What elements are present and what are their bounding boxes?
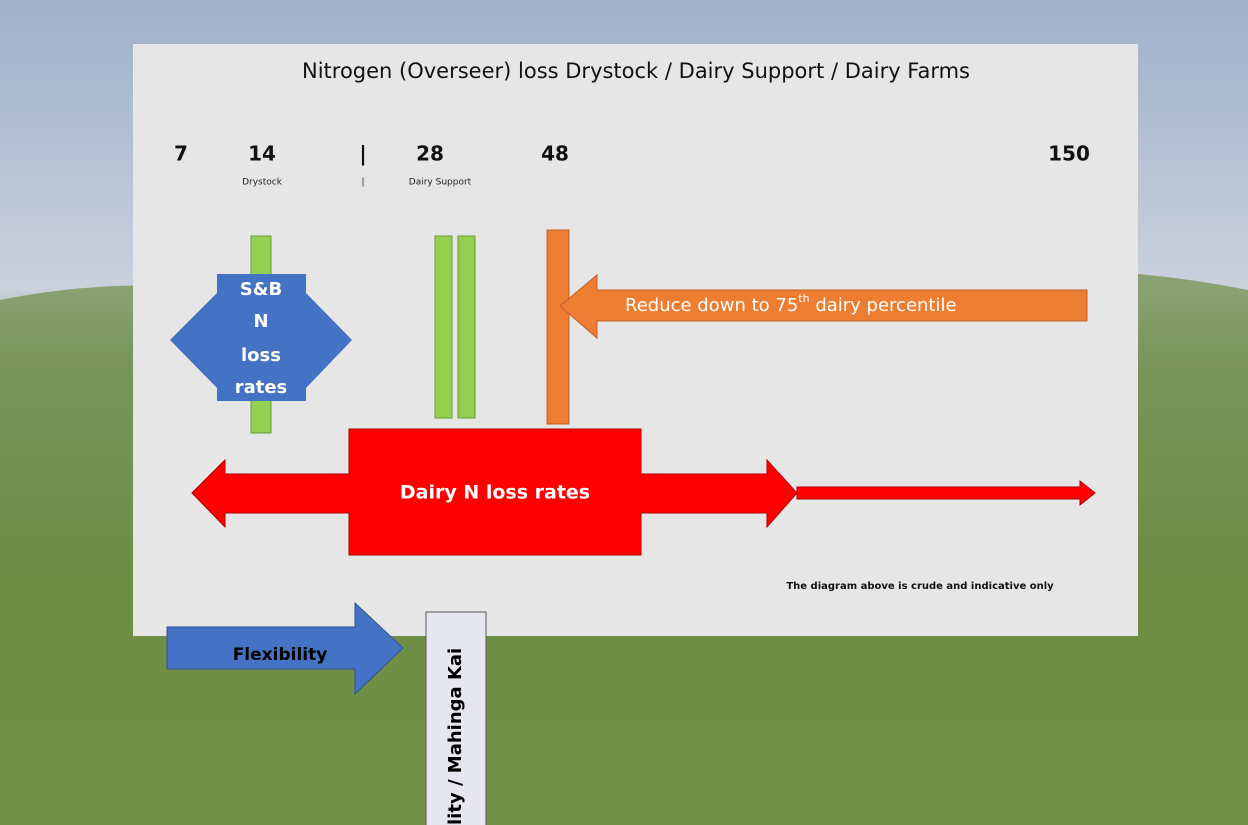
- page: Nitrogen (Overseer) loss Drystock / Dair…: [0, 0, 1248, 825]
- cross-label: loss: [241, 345, 281, 366]
- scale-label: 28: [416, 142, 444, 166]
- green-bar: [435, 236, 452, 418]
- reduce-sup: th: [798, 292, 809, 305]
- scale-sublabel: Drystock: [242, 178, 283, 188]
- reduce-label: Reduce down to 75th dairy percentile: [625, 292, 957, 316]
- cross-label: rates: [235, 377, 288, 398]
- scale-label: 7: [174, 142, 188, 166]
- title: Nitrogen (Overseer) loss Drystock / Dair…: [302, 59, 970, 83]
- flexibility-label: Flexibility: [233, 645, 328, 665]
- orange-bar: [547, 230, 569, 424]
- scale-label: |: [359, 142, 366, 166]
- note: The diagram above is crude and indicativ…: [786, 581, 1054, 592]
- slide: Nitrogen (Overseer) loss Drystock / Dair…: [0, 0, 1248, 825]
- scale-sublabel: Dairy Support: [409, 178, 472, 188]
- green-bar: [458, 236, 475, 418]
- scale-label: 150: [1048, 142, 1090, 166]
- scale-sublabel: |: [361, 178, 364, 188]
- cross-label: N: [253, 311, 268, 332]
- cross-label: S&B: [240, 279, 282, 300]
- reduce-text: Reduce down to 75: [625, 295, 798, 316]
- vertical-label: lity / Mahinga Kai: [445, 648, 466, 825]
- reduce-text-after: dairy percentile: [810, 295, 957, 316]
- dairy-label: Dairy N loss rates: [400, 482, 590, 504]
- scale-label: 14: [248, 142, 276, 166]
- scale-label: 48: [541, 142, 569, 166]
